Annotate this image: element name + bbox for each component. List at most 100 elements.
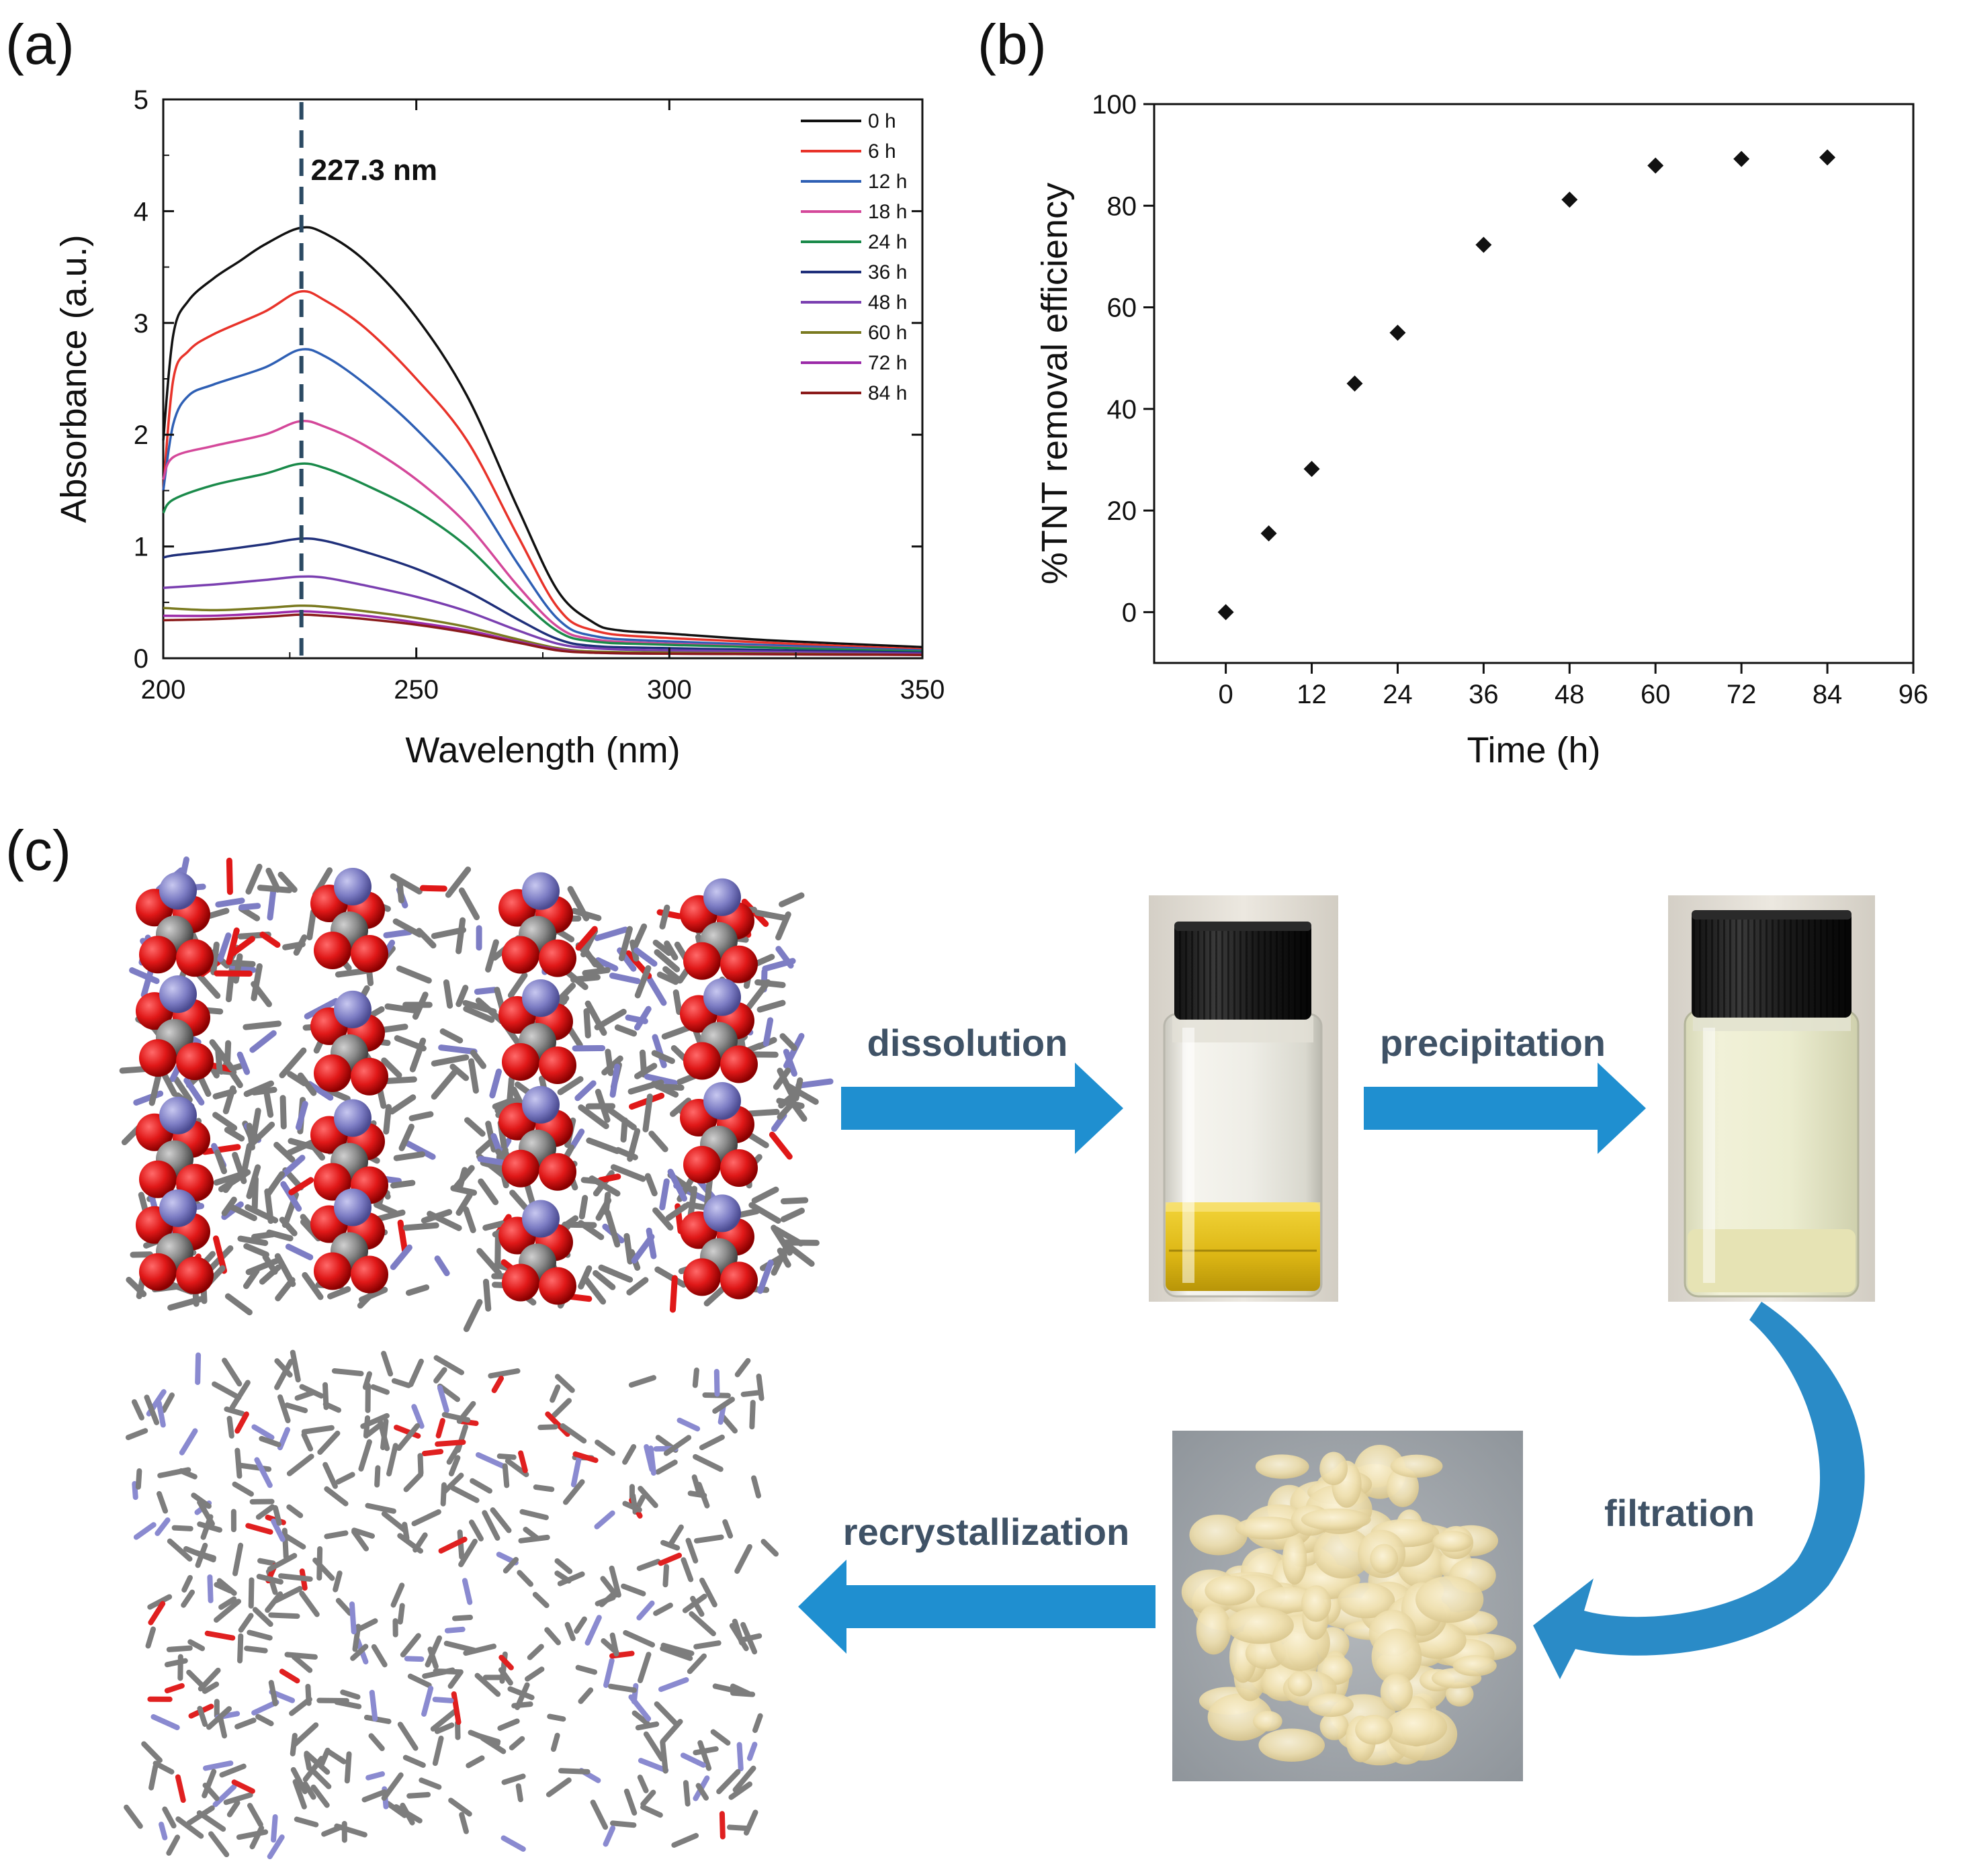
bond-stick: [363, 1714, 392, 1724]
powder-grain: [1235, 1517, 1303, 1540]
bond-stick: [544, 1627, 561, 1646]
bond-stick: [746, 1108, 780, 1117]
bond-stick: [507, 972, 528, 999]
bond-stick: [365, 1771, 386, 1781]
bond-stick: [457, 1529, 465, 1560]
bond-stick: [589, 1175, 621, 1197]
bond-stick: [131, 1399, 144, 1421]
chart-b-y-tick-label: 20: [1107, 496, 1137, 526]
bond-stick: [222, 1085, 236, 1114]
bond-stick: [403, 1139, 436, 1160]
bond-stick: [161, 1072, 178, 1097]
bond-stick: [186, 1805, 215, 1826]
bond-stick: [290, 1767, 308, 1795]
bond-stick: [431, 1054, 470, 1067]
bond-stick: [135, 1468, 142, 1490]
bond-stick: [187, 1639, 206, 1652]
bond-stick: [532, 1592, 550, 1609]
bond-stick: [133, 1522, 157, 1540]
bond-stick: [173, 1076, 193, 1103]
bond-stick: [615, 1147, 638, 1161]
data-point-diamond: [1819, 149, 1836, 166]
panel-label-b: (b): [977, 13, 1047, 76]
bond-stick: [421, 1449, 444, 1457]
bond-stick: [271, 1814, 278, 1843]
bond-stick: [237, 1462, 272, 1472]
powder-grain: [1205, 1575, 1255, 1606]
bond-stick: [594, 926, 629, 942]
bond-stick: [402, 1754, 426, 1768]
bond-stick: [554, 1570, 572, 1584]
bond-stick: [402, 1222, 439, 1231]
bond-stick: [288, 1177, 314, 1196]
bond-stick: [466, 1755, 485, 1769]
bond-stick: [215, 1046, 223, 1074]
bond-stick: [435, 1439, 466, 1447]
bond-stick: [712, 1396, 736, 1414]
bond-stick: [224, 1293, 253, 1316]
bond-stick: [632, 923, 648, 949]
guest-atom-sphere: [703, 1082, 741, 1120]
bond-stick: [171, 1525, 193, 1531]
data-point-diamond: [1217, 604, 1234, 621]
bond-stick: [268, 1612, 300, 1619]
data-point-diamond: [1389, 324, 1406, 341]
bond-stick: [732, 1618, 745, 1646]
bond-stick: [384, 1003, 421, 1014]
bond-stick: [476, 1248, 502, 1276]
bond-stick: [228, 936, 255, 957]
bond-stick: [439, 1028, 464, 1044]
powder-photo: [1172, 1431, 1523, 1781]
bond-stick: [271, 1518, 286, 1542]
bond-stick: [245, 863, 263, 895]
bond-stick: [637, 1775, 649, 1793]
bond-stick: [231, 1779, 255, 1794]
bond-stick: [773, 1067, 791, 1090]
bond-stick: [340, 1689, 361, 1700]
bond-stick: [358, 1286, 388, 1303]
bond-stick: [496, 1453, 517, 1460]
bond-stick: [660, 1646, 693, 1661]
bond-stick: [793, 1077, 803, 1102]
guest-atom-sphere: [334, 990, 372, 1028]
bond-stick: [322, 1382, 329, 1411]
bond-stick: [590, 1799, 609, 1830]
bond-stick: [507, 1076, 515, 1105]
bond-stick: [316, 1546, 323, 1581]
bond-stick: [665, 1203, 689, 1221]
bond-stick: [740, 1390, 760, 1397]
bond-stick: [571, 907, 602, 922]
bond-stick: [291, 1654, 313, 1673]
bond-stick: [682, 1593, 707, 1613]
bond-stick: [226, 927, 240, 965]
bond-stick: [234, 1717, 257, 1730]
bond-stick: [221, 1196, 237, 1216]
bond-stick: [756, 999, 786, 1013]
bond-stick: [247, 1803, 263, 1828]
bond-stick: [202, 1681, 220, 1694]
bond-stick: [451, 1614, 474, 1621]
bond-stick: [489, 1068, 502, 1099]
bond-stick: [255, 1504, 275, 1520]
bond-stick: [251, 1231, 276, 1240]
bond-stick: [181, 1574, 193, 1593]
bond-stick: [566, 1026, 583, 1048]
bond-stick: [417, 1453, 424, 1476]
guest-atom-sphere: [522, 1200, 560, 1238]
chart-b-x-axis-title: Time (h): [1467, 730, 1601, 770]
bond-stick: [432, 1697, 454, 1703]
bond-stick: [463, 1006, 495, 1023]
bond-stick: [648, 1130, 668, 1153]
bond-stick: [351, 1529, 369, 1552]
bond-stick: [371, 1644, 388, 1668]
chart-a-y-tick-label: 5: [134, 85, 148, 115]
bond-stick: [638, 1758, 669, 1773]
bond-stick: [518, 1534, 550, 1544]
bond-stick: [640, 1789, 656, 1807]
chart-a-x-tick-label: 200: [141, 675, 186, 705]
bond-stick: [284, 1402, 308, 1413]
bond-stick: [129, 967, 160, 985]
guest-atom-sphere: [314, 1054, 351, 1092]
bond-stick: [432, 1736, 444, 1767]
guest-atom-sphere: [351, 935, 388, 973]
